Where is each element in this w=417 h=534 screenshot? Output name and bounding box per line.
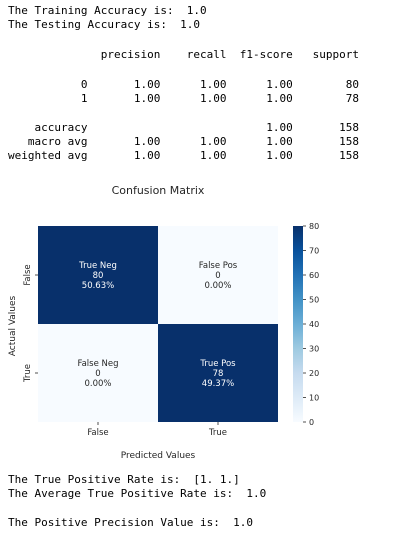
colorbar	[293, 226, 303, 422]
x-axis-label: Predicted Values	[121, 451, 196, 461]
positive-precision-line: The Positive Precision Value is: 1.0	[8, 516, 254, 529]
colorbar-tick-label: 40	[309, 320, 319, 329]
report-row-macro-avg: macro avg 1.00 1.00 1.00 158	[8, 135, 359, 148]
cell-count-text: 78	[213, 369, 224, 379]
report-row-1: 1 1.00 1.00 1.00 78	[8, 92, 359, 105]
cell-count-text: 80	[93, 271, 104, 281]
colorbar-tick-label: 60	[309, 271, 319, 280]
testing-accuracy-line: The Testing Accuracy is: 1.0	[8, 18, 201, 31]
average-tpr-line: The Average True Positive Rate is: 1.0	[8, 487, 267, 500]
heatmap-cell-false-neg	[38, 324, 158, 422]
heatmap-cell-true-pos	[158, 324, 278, 422]
true-positive-rate-line: The True Positive Rate is: [1. 1.]	[8, 473, 240, 486]
colorbar-tick-label: 80	[309, 222, 319, 231]
x-tick-label: False	[87, 428, 108, 438]
cell-percent-text: 49.37%	[202, 379, 234, 389]
cell-percent-text: 50.63%	[82, 281, 114, 291]
cell-label-text: False Neg	[77, 359, 118, 369]
colorbar-tick-label: 0	[309, 418, 314, 427]
cell-percent-text: 0.00%	[204, 281, 231, 291]
report-row-weighted-avg: weighted avg 1.00 1.00 1.00 158	[8, 149, 359, 162]
report-row-0: 0 1.00 1.00 1.00 80	[8, 78, 359, 91]
colorbar-tick-label: 50	[309, 296, 319, 305]
y-tick-label: True	[23, 364, 33, 383]
cell-percent-text: 0.00%	[84, 379, 111, 389]
report-row-accuracy: accuracy 1.00 158	[8, 121, 359, 134]
colorbar-tick-label: 20	[309, 369, 319, 378]
y-axis-label: Actual Values	[8, 295, 18, 356]
heatmap-cell-false-pos	[158, 226, 278, 324]
cell-label-text: False Pos	[199, 261, 238, 271]
colorbar-tick-label: 10	[309, 394, 319, 403]
cell-count-text: 0	[215, 271, 220, 281]
cell-label-text: True Neg	[78, 261, 117, 271]
cell-count-text: 0	[95, 369, 100, 379]
x-tick-label: True	[208, 428, 227, 438]
heatmap-cell-true-neg	[38, 226, 158, 324]
chart-title: Confusion Matrix	[112, 184, 205, 197]
colorbar-tick-label: 70	[309, 247, 319, 256]
y-tick-label: False	[23, 264, 33, 285]
colorbar-tick-label: 30	[309, 345, 319, 354]
cell-label-text: True Pos	[199, 359, 236, 369]
training-accuracy-line: The Training Accuracy is: 1.0	[8, 4, 207, 17]
report-header: precision recall f1-score support	[8, 48, 359, 61]
